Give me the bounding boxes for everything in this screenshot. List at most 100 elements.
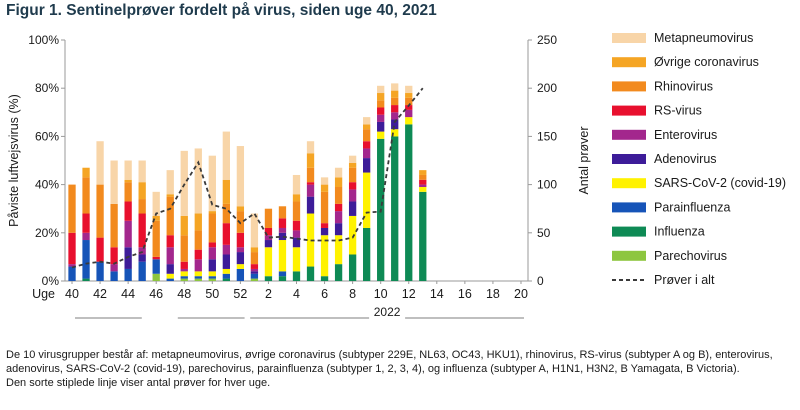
bar-segment [391, 129, 399, 137]
bar-segment [180, 278, 188, 281]
bar-segment [96, 184, 104, 238]
bar-segment [236, 232, 245, 248]
bar-segment [292, 174, 301, 195]
bar-segment [250, 268, 259, 272]
bar-segment [194, 276, 202, 279]
bar-segment [306, 213, 315, 267]
legend-label: Influenza [654, 225, 705, 239]
bar-segment [68, 184, 76, 233]
bar-segment [405, 124, 413, 281]
bar-segment [334, 187, 343, 204]
bar-segment [306, 196, 315, 214]
y2-tick-label: 100 [537, 178, 557, 192]
bar-segment [278, 276, 287, 281]
bar-segment [250, 252, 259, 265]
bar-segment [138, 247, 146, 255]
bar-segment [208, 278, 216, 281]
y-tick-label: 80% [35, 81, 59, 95]
y-axis-title: Påviste luftvejsvirus (%) [7, 94, 21, 227]
bar-segment [180, 235, 188, 262]
y-tick-label: 40% [35, 178, 59, 192]
chart-axes: 0%20%40%60%80%100%050100150200250Påviste… [7, 33, 591, 320]
legend-swatch [612, 33, 646, 43]
bar-segment [82, 240, 90, 279]
bar-segment [82, 232, 90, 241]
legend-swatch [612, 129, 646, 140]
bar-segment [124, 179, 132, 183]
bar-segment [166, 194, 174, 197]
bar-segment [222, 273, 230, 279]
bar-segment [194, 278, 202, 281]
bar-segment [110, 247, 118, 265]
y-tick-label: 0% [42, 274, 60, 288]
bar-segment [124, 160, 132, 180]
bar-segment [405, 97, 413, 106]
bar-segment [236, 252, 245, 265]
bar-segment [306, 153, 315, 168]
bar-segment [194, 213, 202, 231]
y2-tick-label: 150 [537, 129, 557, 143]
bar-segment [68, 264, 76, 267]
bar-segment [124, 268, 132, 281]
bar-segment [110, 271, 118, 281]
bar-segment [278, 271, 287, 277]
bar-segment [208, 247, 216, 260]
bar-segment [391, 136, 399, 281]
bar-segment [96, 237, 104, 262]
bar-segment [377, 85, 385, 94]
bar-segment [419, 191, 427, 281]
bar-segment [152, 191, 160, 216]
bar-segment [208, 276, 216, 279]
bar-segment [306, 182, 315, 185]
bar-segment [334, 167, 343, 178]
bar-segment [250, 273, 259, 279]
bar-segment [166, 247, 174, 265]
x-tick-label: 12 [402, 287, 416, 301]
bar-segment [320, 276, 329, 281]
x-tick-label: 14 [430, 287, 444, 301]
bar-segment [419, 170, 427, 175]
x-axis-prefix: Uge [32, 287, 55, 301]
x-tick-label: 46 [149, 287, 163, 301]
bar-segment [138, 199, 146, 214]
chart-footnote: De 10 virusgrupper består af: metapneumo… [6, 348, 791, 390]
bar-segment [222, 268, 230, 274]
chart-legend: Metapneumovirus Øvrige coronavirus Rhinovi… [612, 31, 786, 287]
bar-segment [348, 162, 357, 168]
bar-segment [222, 179, 230, 204]
x-tick-label: 16 [458, 287, 472, 301]
bar-segment [110, 203, 118, 248]
bar-segment [222, 244, 230, 255]
bar-segment [110, 264, 118, 272]
x-tick-label: 20 [514, 287, 528, 301]
bar-segment [363, 117, 371, 125]
x-tick-label: 48 [177, 287, 191, 301]
bar-segment [363, 158, 371, 173]
bar-segment [152, 256, 160, 260]
footnote-line-2: Den sorte stiplede linje viser antal prø… [6, 377, 271, 389]
legend-label: Enterovirus [654, 128, 717, 142]
bar-segment [208, 213, 216, 243]
bar-segment [250, 264, 259, 269]
bar-segment [264, 240, 273, 248]
bar-segment [320, 191, 329, 224]
bar-segment [363, 124, 371, 130]
bar-segment [124, 201, 132, 221]
bar-segment [320, 184, 329, 192]
bar-segment [166, 235, 174, 248]
bar-segment [405, 117, 413, 125]
bar-segment [138, 182, 146, 200]
bar-segment [377, 107, 385, 115]
legend-swatch [612, 226, 646, 237]
x-tick-label: 18 [486, 287, 500, 301]
y-tick-label: 20% [35, 226, 59, 240]
bar-segment [391, 112, 399, 120]
bar-segment [208, 211, 216, 214]
bar-segment [292, 247, 301, 272]
bar-segment [82, 167, 90, 178]
legend-swatch [612, 81, 646, 92]
bar-segment [264, 227, 273, 236]
y2-tick-label: 250 [537, 33, 557, 47]
bar-segment [264, 276, 273, 281]
bar-segment [110, 160, 118, 204]
